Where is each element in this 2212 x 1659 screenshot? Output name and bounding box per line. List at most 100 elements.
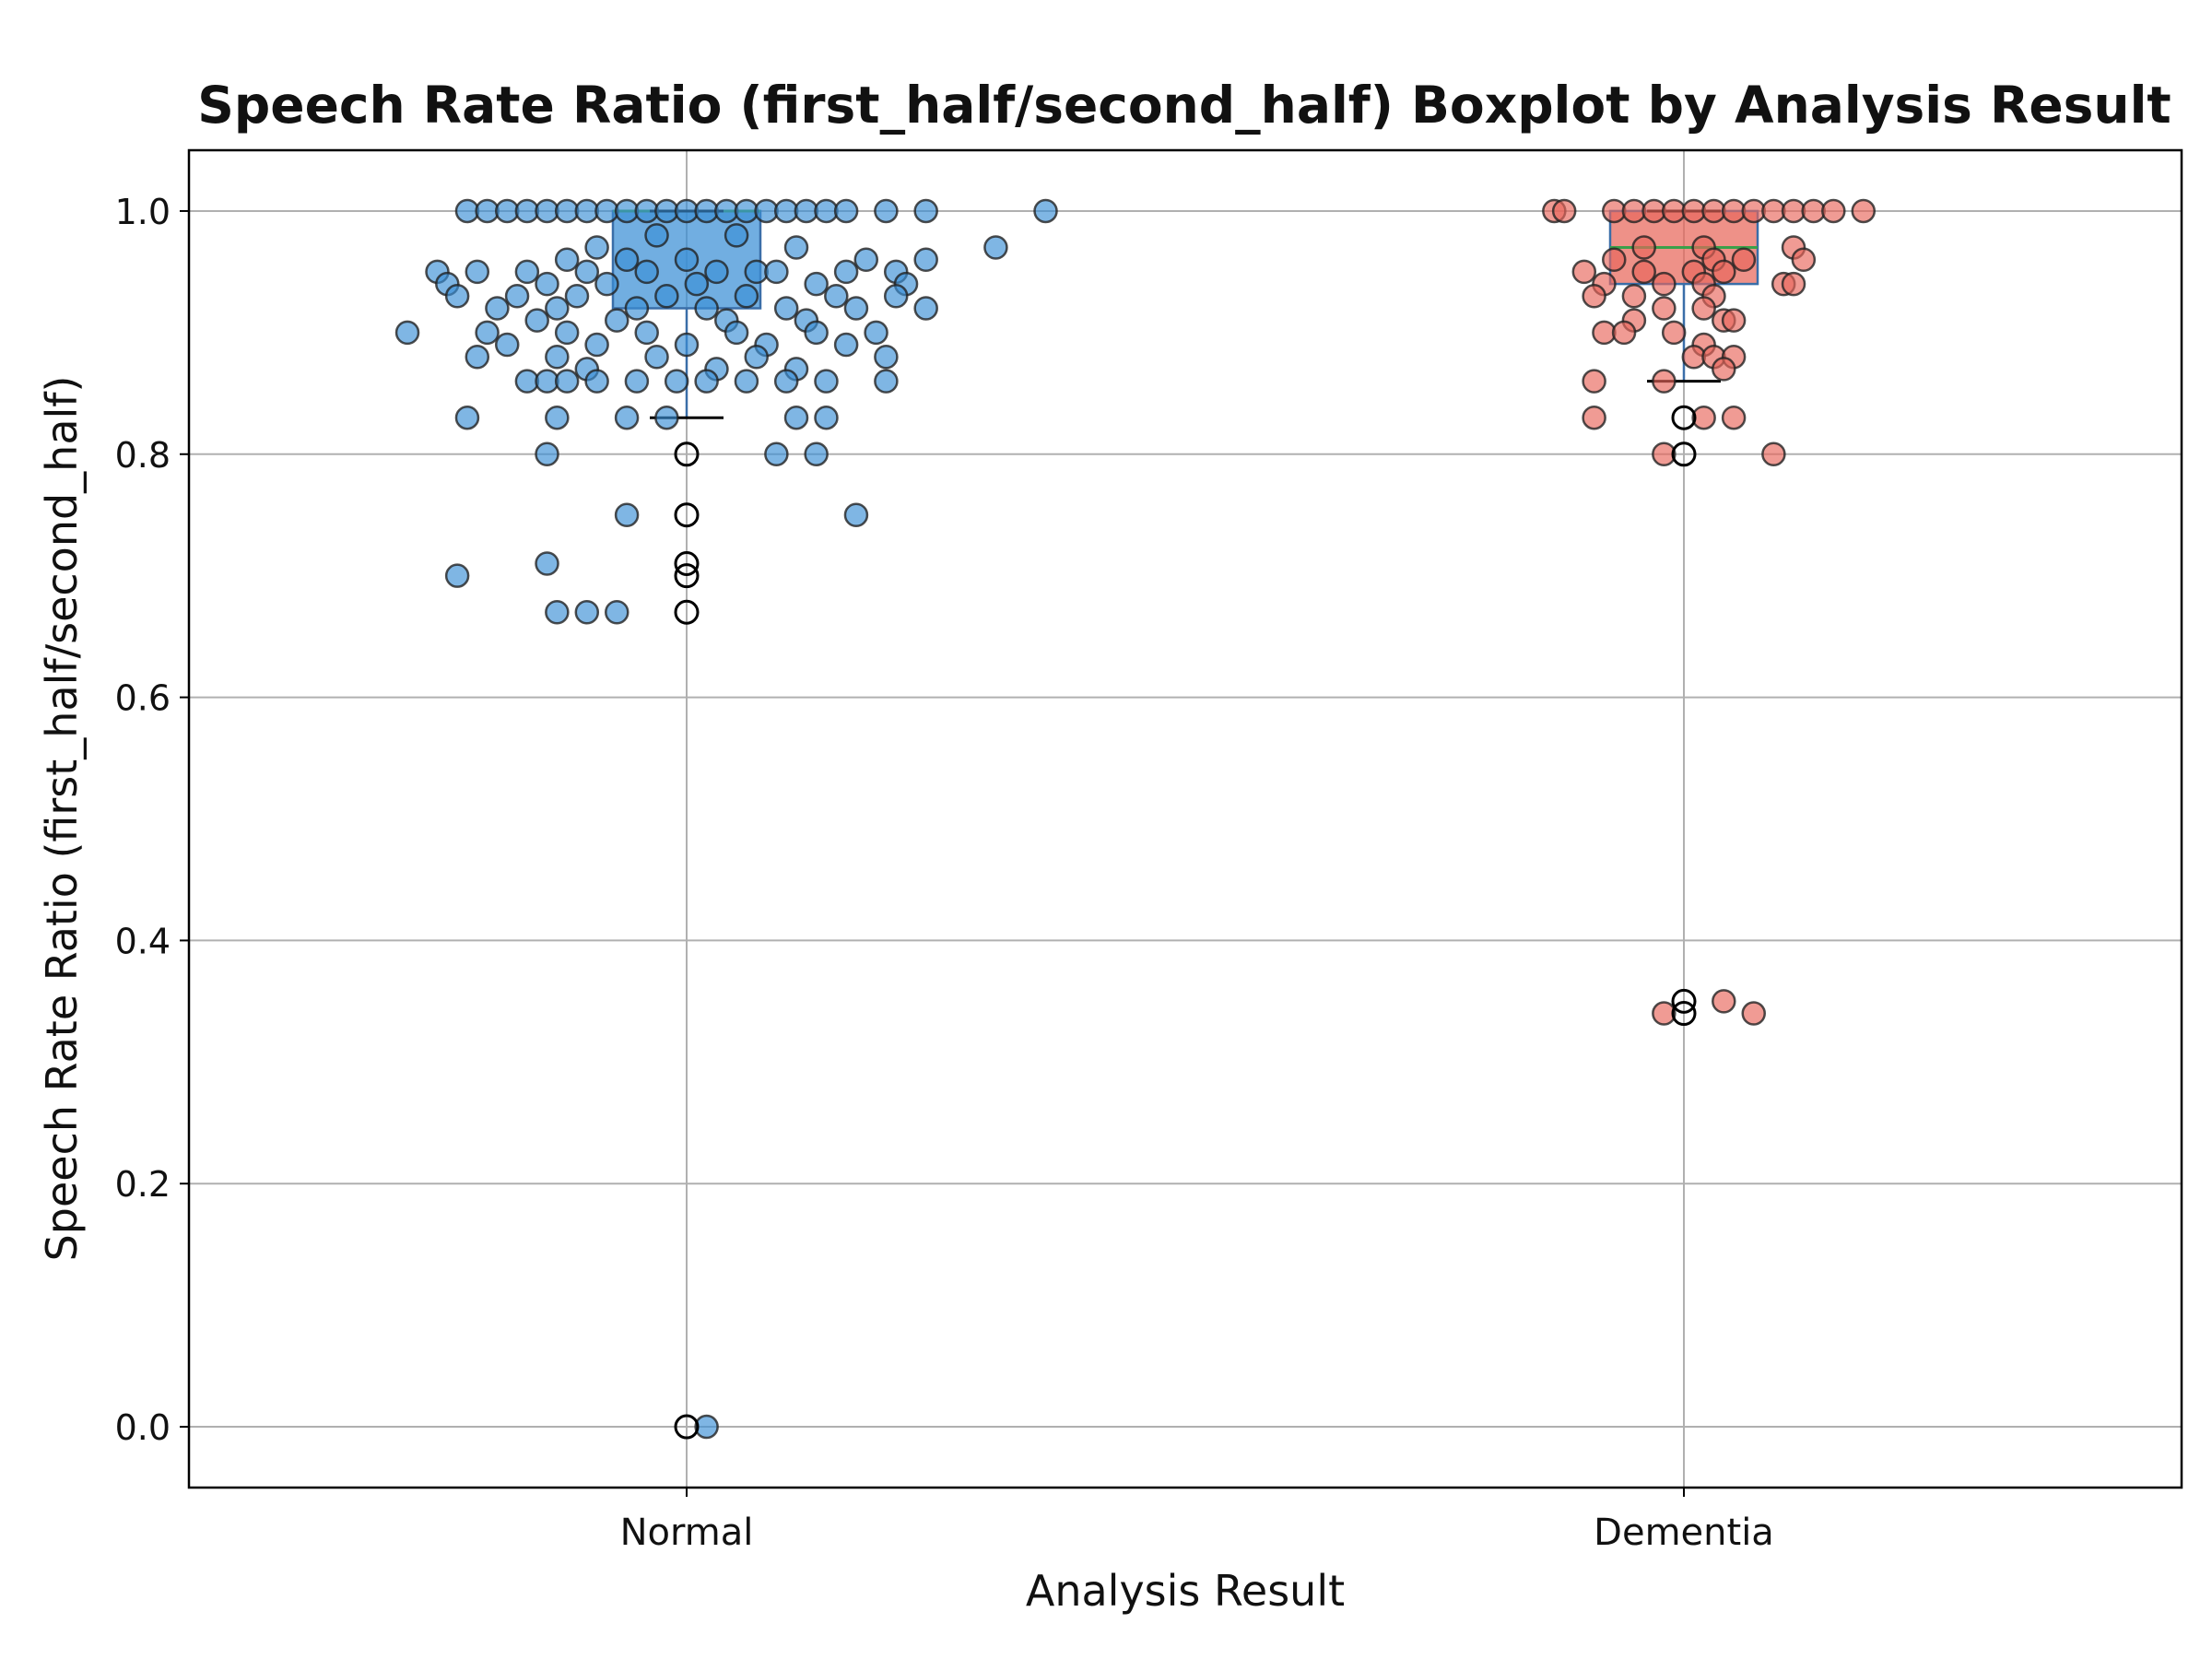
data-point xyxy=(674,332,700,358)
data-point xyxy=(564,284,590,309)
data-point xyxy=(584,369,609,394)
data-point xyxy=(883,284,909,309)
data-point xyxy=(1571,259,1597,285)
data-point xyxy=(394,320,420,346)
data-point xyxy=(1691,405,1716,430)
data-point xyxy=(694,369,719,394)
data-point xyxy=(804,271,829,297)
data-point xyxy=(734,369,759,394)
y-axis-label: Speech Rate Ratio (first_half/second_hal… xyxy=(37,376,87,1262)
data-point xyxy=(465,259,490,285)
data-point xyxy=(535,441,559,467)
data-point xyxy=(1033,198,1058,224)
data-point xyxy=(654,405,679,430)
data-point xyxy=(594,271,619,297)
data-point xyxy=(524,308,549,333)
chart-title: Speech Rate Ratio (first_half/second_hal… xyxy=(197,76,2171,135)
x-tick-label: Normal xyxy=(620,1512,754,1554)
data-point xyxy=(874,369,899,394)
data-point xyxy=(605,308,629,333)
data-point xyxy=(494,332,520,358)
data-point xyxy=(724,223,749,248)
data-point xyxy=(874,198,899,224)
data-point xyxy=(545,405,570,430)
data-point xyxy=(584,235,609,260)
data-point xyxy=(1741,1001,1766,1026)
data-point xyxy=(554,369,580,394)
data-point xyxy=(1731,247,1757,272)
outlier-point xyxy=(1671,405,1697,430)
data-point xyxy=(1551,198,1577,224)
data-point xyxy=(624,369,650,394)
y-tick-label: 1.0 xyxy=(115,192,171,232)
data-point xyxy=(574,259,600,285)
plot-area-frame xyxy=(187,148,2183,1489)
y-tick-label: 0.6 xyxy=(115,678,171,719)
data-point xyxy=(644,344,669,370)
x-tick-label: Dementia xyxy=(1594,1512,1774,1554)
data-point xyxy=(574,600,600,625)
data-point xyxy=(1652,271,1677,297)
data-point xyxy=(773,296,799,321)
data-point xyxy=(444,563,470,588)
data-point xyxy=(694,1414,719,1440)
data-point xyxy=(475,320,500,346)
y-tick-label: 0.8 xyxy=(115,435,171,476)
data-point xyxy=(1661,320,1687,346)
data-point xyxy=(833,198,859,224)
data-point xyxy=(1652,1001,1677,1026)
outlier-point xyxy=(1671,441,1697,467)
data-point xyxy=(1582,405,1606,430)
data-point xyxy=(833,259,859,285)
data-point xyxy=(824,284,849,309)
axis-ticks: 0.0 0.2 0.4 0.6 0.8 1.0 Normal Dementia xyxy=(115,192,1774,1554)
jitter-points xyxy=(394,198,1877,1440)
data-point xyxy=(814,369,839,394)
outlier-point xyxy=(674,1414,700,1440)
outlier-point xyxy=(674,563,700,589)
data-point xyxy=(1652,441,1677,467)
outlier-markers xyxy=(674,405,1697,1440)
data-point xyxy=(1712,357,1736,382)
data-point xyxy=(843,502,869,527)
data-point xyxy=(614,502,640,527)
data-point xyxy=(1712,259,1736,285)
data-point xyxy=(674,247,700,272)
data-point xyxy=(654,284,679,309)
data-point xyxy=(535,271,559,297)
data-point xyxy=(485,296,510,321)
data-point xyxy=(514,259,540,285)
data-point xyxy=(634,259,659,285)
y-tick-label: 0.4 xyxy=(115,921,171,961)
data-point xyxy=(614,405,640,430)
data-point xyxy=(504,284,530,309)
data-point xyxy=(913,247,938,272)
data-point xyxy=(843,296,869,321)
data-point xyxy=(684,271,710,297)
data-point xyxy=(764,441,789,467)
data-point xyxy=(584,332,609,358)
data-point xyxy=(983,235,1008,260)
outlier-point xyxy=(1671,1001,1697,1027)
outlier-point xyxy=(674,502,700,528)
data-point xyxy=(1602,247,1627,272)
data-point xyxy=(704,259,729,285)
data-point xyxy=(1712,989,1736,1014)
data-point xyxy=(1691,296,1716,321)
outlier-point xyxy=(1671,988,1697,1014)
data-point xyxy=(874,344,899,370)
data-point xyxy=(1582,284,1606,309)
data-point xyxy=(1721,308,1747,333)
data-point xyxy=(1721,405,1747,430)
data-point xyxy=(694,296,719,321)
data-point xyxy=(454,405,480,430)
outlier-point xyxy=(674,599,700,625)
data-point xyxy=(465,344,490,370)
data-point xyxy=(554,247,580,272)
y-tick-label: 0.2 xyxy=(115,1164,171,1205)
data-point xyxy=(1621,284,1647,309)
data-point xyxy=(1631,259,1656,285)
data-point xyxy=(624,296,650,321)
data-point xyxy=(1652,369,1677,394)
